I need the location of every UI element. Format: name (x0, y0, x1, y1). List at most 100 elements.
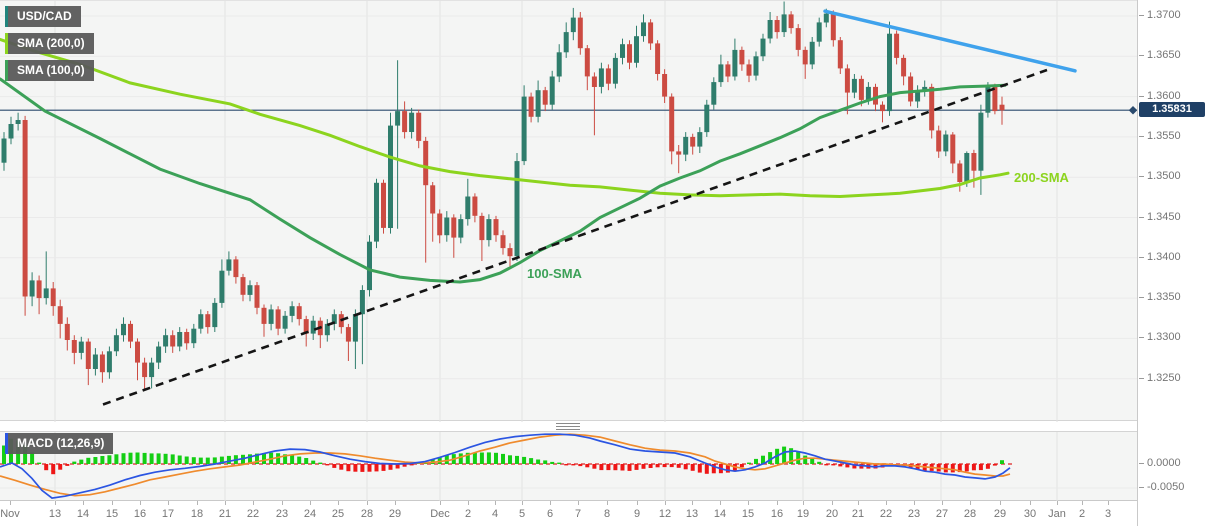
candle-body (22, 120, 28, 297)
x-axis-label: 27 (935, 508, 949, 520)
candle-body (943, 134, 949, 152)
x-axis-label: 9 (633, 508, 641, 520)
time-axis[interactable]: Nov 13 14 15 16 17 18 21 22 23 24 25 28 29 Dec 2 4 5 6 7 8 9 1… (0, 501, 1137, 526)
candle-body (310, 320, 316, 334)
macd-histogram-bar (1000, 460, 1004, 464)
x-axis-tick (1030, 501, 1031, 505)
macd-histogram-bar (65, 464, 70, 466)
x-axis-tick (522, 501, 523, 505)
macd-pane[interactable] (0, 431, 1137, 502)
macd-histogram-bar (79, 459, 84, 464)
candle-body (15, 120, 21, 124)
macd-histogram-bar (739, 464, 744, 468)
support-trendline[interactable] (102, 68, 1048, 406)
price-chart-canvas[interactable] (0, 1, 1137, 422)
candle-body (823, 13, 829, 23)
x-axis-tick (197, 501, 198, 505)
indicator-legend-macd[interactable]: MACD (12,26,9) (5, 433, 114, 454)
macd-axis-tick (1139, 463, 1144, 464)
macd-histogram-bar (817, 461, 822, 464)
candle-body (978, 112, 984, 171)
candle-body (922, 86, 928, 91)
candle-body (177, 332, 183, 347)
candle-body (901, 57, 907, 77)
y-axis-label: 1.3400 (1147, 251, 1181, 263)
macd-histogram-bar (465, 452, 470, 464)
candle-body (184, 332, 190, 344)
candle-body (514, 161, 520, 257)
candle-body (887, 33, 892, 112)
candle-body (437, 213, 443, 236)
macd-histogram-bar (599, 464, 604, 471)
x-axis-tick (637, 501, 638, 505)
macd-histogram-bar (782, 446, 787, 464)
candle-body (78, 341, 84, 353)
macd-histogram-bar (985, 464, 990, 469)
y-axis-tick (1139, 55, 1144, 56)
macd-histogram-bar (803, 455, 808, 464)
candle-body (605, 68, 611, 84)
macd-chart-canvas[interactable] (0, 432, 1137, 502)
y-axis-tick (1139, 337, 1144, 338)
macd-histogram-bar (641, 464, 646, 469)
macd-histogram-bar (655, 464, 660, 468)
x-axis-label: 16 (770, 508, 784, 520)
price-pane[interactable] (0, 0, 1137, 422)
x-axis-label: 23 (275, 508, 289, 520)
macd-histogram-bar (592, 464, 597, 469)
macd-histogram-bar (761, 455, 765, 464)
candle-body (416, 112, 422, 141)
candle-body (570, 17, 576, 33)
candle-body (486, 219, 492, 241)
macd-histogram-bar (325, 464, 330, 466)
x-axis-tick (468, 501, 469, 505)
x-axis-label: 7 (574, 508, 582, 520)
x-axis-label: 21 (851, 508, 865, 520)
candle-body (205, 314, 211, 328)
x-axis-tick (495, 501, 496, 505)
candle-body (894, 33, 900, 58)
y-axis-tick (1139, 15, 1144, 16)
candle-body (212, 302, 218, 328)
candle-body (8, 124, 14, 139)
x-axis-tick (112, 501, 113, 505)
macd-histogram-bar (796, 451, 801, 464)
candle-body (92, 354, 98, 369)
indicator-legend-sma200[interactable]: SMA (200,0) (5, 33, 94, 54)
macd-histogram-bar (789, 448, 794, 464)
candle-body (359, 290, 365, 315)
candle-body (704, 104, 710, 133)
macd-histogram-bar (613, 464, 618, 471)
macd-histogram-bar (697, 464, 702, 473)
y-axis-tick (1139, 257, 1144, 258)
macd-histogram-bar (346, 464, 351, 472)
x-axis-label: 22 (879, 508, 893, 520)
price-axis[interactable]: 1.35831 1.3700 1.3650 1.3600 1.3550 1.3500 1.… (1137, 0, 1207, 526)
candle-body (732, 49, 738, 77)
symbol-legend[interactable]: USD/CAD (5, 6, 81, 27)
candle-body (43, 288, 49, 299)
symbol-label: USD/CAD (8, 6, 81, 27)
candle-body (254, 285, 260, 308)
candle-body (36, 280, 42, 299)
candle-body (409, 112, 415, 132)
macd-label: MACD (12,26,9) (8, 433, 114, 454)
indicator-legend-sma100[interactable]: SMA (100,0) (5, 60, 94, 81)
macd-histogram-bar (58, 464, 63, 470)
candle-body (929, 86, 935, 131)
candle-body (683, 136, 689, 155)
candle-body (725, 64, 731, 77)
pane-resize-handle[interactable] (556, 421, 580, 431)
y-axis-label: 1.3700 (1147, 9, 1181, 21)
macd-histogram-bar (957, 464, 962, 473)
resistance-trendline[interactable] (823, 9, 1077, 73)
candle-body (915, 90, 921, 102)
x-axis-label: 4 (491, 508, 499, 520)
macd-histogram-bar (360, 464, 365, 472)
y-axis-label: 1.3450 (1147, 211, 1181, 223)
macd-histogram-bar (212, 457, 217, 464)
candle-body (648, 22, 654, 44)
x-axis-label: 25 (331, 508, 345, 520)
candle-body (381, 182, 386, 228)
macd-histogram-bar (578, 464, 583, 467)
